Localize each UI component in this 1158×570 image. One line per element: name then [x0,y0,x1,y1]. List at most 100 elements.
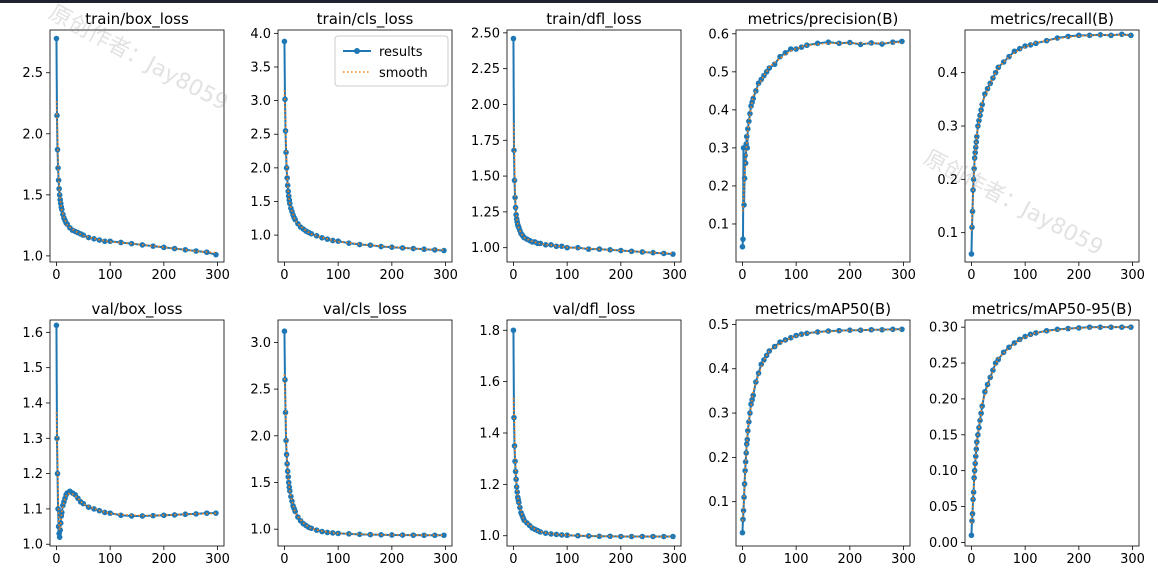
results-point [890,326,896,333]
x-tick-label: 100 [1013,552,1038,567]
panel-4: metrics/recall(B) 0 100 200 300 0.1 0.2 0.3 0.4 [937,10,1145,283]
results-point [974,133,980,140]
results-point [650,249,656,256]
results-point [969,510,976,517]
results-point [1128,324,1134,330]
x-tick-label: 100 [98,268,123,283]
results-point [970,489,977,495]
x-tick-label: 0 [52,268,60,283]
results-point [746,419,752,425]
y-tick-label: 0.4 [708,103,729,118]
panel-1: train/cls_loss 0 100 200 300 1.0 1.5 2.0 2.5 3.0 3… [250,10,458,283]
results-point [741,494,747,501]
results-point [1097,32,1104,38]
results-point [1022,43,1028,49]
y-tick-label: 1.5 [22,361,43,376]
results-point [389,244,395,251]
results-point [972,453,979,460]
results-point [292,508,298,515]
results-point [542,242,549,248]
chart-title: train/dfl_loss [546,10,642,29]
y-tick-label: 0.10 [929,464,958,479]
results-point [1097,324,1104,330]
results-point [432,532,438,539]
x-tick-label: 0 [738,268,746,283]
results-point [750,95,756,102]
results-point [548,531,554,537]
y-tick-label: 0.1 [708,217,729,232]
chart-title: train/box_loss [85,10,189,29]
y-tick-label: 1.5 [250,476,271,491]
results-line [970,326,1131,536]
y-tick-label: 1.0 [250,229,271,244]
y-tick-label: 1.75 [471,134,500,149]
results-point [968,532,975,539]
y-tick-label: 1.5 [22,188,43,203]
smooth-line [283,90,444,251]
y-tick-label: 2.25 [471,62,500,77]
x-tick-label: 100 [326,268,351,283]
axes-frame [277,29,453,263]
results-point [987,80,994,87]
y-tick-label: 1.2 [479,478,500,493]
x-tick-label: 100 [326,552,351,567]
results-point [745,427,751,434]
results-point [59,509,65,516]
y-tick-label: 1.0 [250,523,271,538]
x-tick-label: 200 [379,552,404,567]
results-point [421,246,427,253]
results-point [746,118,752,125]
results-point [150,512,156,519]
results-point [890,39,896,45]
axes-frame [506,319,682,547]
results-point [777,53,783,60]
x-tick-label: 0 [280,552,288,567]
axes-frame [506,29,682,263]
results-point [399,532,406,538]
y-tick-label: 0.15 [929,428,958,443]
axes-frame [964,29,1140,263]
y-tick-label: 3.0 [250,336,271,351]
results-point [285,474,292,480]
results-point [879,41,885,47]
results-point [421,532,427,539]
y-tick-label: 1.8 [479,324,500,339]
results-point [575,244,581,251]
results-point [161,244,167,251]
results-point [308,525,315,532]
x-tick-label: 0 [738,552,746,567]
x-tick-label: 100 [784,552,809,567]
y-tick-label: 1.6 [479,375,500,390]
results-point [745,126,751,132]
smooth-line [970,326,1131,524]
results-point [990,367,996,374]
results-point [749,396,755,403]
results-point [814,40,821,47]
y-tick-label: 3.0 [250,94,271,109]
chart-title: metrics/recall(B) [990,10,1114,28]
panel-8: metrics/mAP50(B) 0 100 200 300 0.1 0.2 0.3 0.4 0.… [708,300,916,567]
results-point [973,446,980,452]
results-point [537,240,544,247]
results-point [814,329,821,335]
results-point [977,417,983,424]
results-point [618,247,624,254]
results-point [150,243,156,249]
panel-9: metrics/mAP50-95(B) 0 100 200 300 0.00 0.05 0.1… [929,300,1145,567]
x-tick-label: 300 [205,268,230,283]
results-point [782,50,789,56]
x-tick-label: 300 [1120,268,1145,283]
x-tick-label: 200 [1066,552,1091,567]
x-tick-label: 300 [662,552,687,567]
chart-title: val/dfl_loss [553,300,636,319]
x-tick-label: 200 [837,552,862,567]
results-point [739,243,746,250]
axes-frame [49,29,225,263]
results-point [410,245,417,252]
results-point [879,326,885,333]
results-point [740,236,746,242]
results-point [55,177,62,183]
y-tick-label: 0.4 [708,362,729,377]
results-point [1128,32,1134,39]
results-point [982,388,988,395]
